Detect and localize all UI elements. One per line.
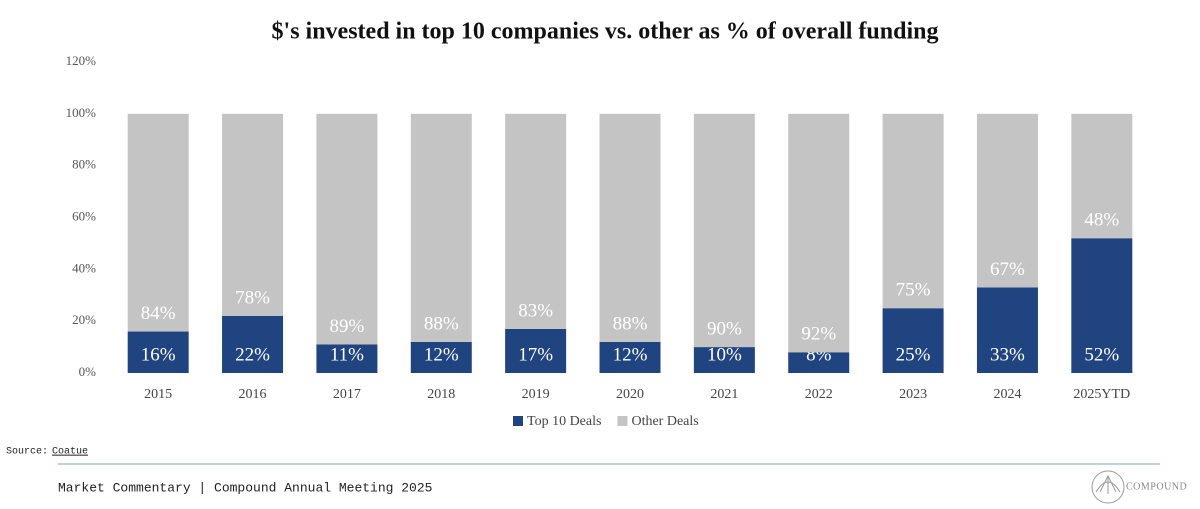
data-label: 11%	[330, 344, 364, 365]
x-tick-label: 2022	[805, 387, 833, 402]
bar-segment	[599, 341, 661, 373]
bar-segment	[788, 352, 850, 373]
data-label: 12%	[424, 344, 459, 365]
y-tick-label: 20%	[72, 312, 96, 327]
bar-segment	[599, 113, 661, 342]
data-label: 33%	[990, 344, 1025, 365]
data-label: 92%	[801, 324, 836, 345]
y-tick-label: 40%	[72, 260, 96, 275]
x-tick-label: 2017	[333, 387, 361, 402]
x-tick-label: 2025YTD	[1073, 387, 1130, 402]
bar-segment	[1071, 238, 1133, 373]
bar-segment	[788, 113, 850, 353]
y-tick-label: 60%	[72, 208, 96, 223]
bar-segment	[316, 113, 378, 345]
bar-segment	[693, 113, 755, 348]
x-tick-label: 2021	[710, 387, 738, 402]
x-tick-label: 2023	[899, 387, 927, 402]
bar-segment	[127, 331, 189, 373]
bar-segment	[410, 113, 472, 342]
x-tick-label: 2020	[616, 387, 644, 402]
data-label: 12%	[613, 344, 648, 365]
footer-text: Market Commentary | Compound Annual Meet…	[58, 480, 432, 495]
bar-segment	[882, 113, 944, 309]
bar-segment	[127, 113, 189, 332]
y-tick-label: 100%	[66, 105, 97, 120]
data-label: 78%	[235, 287, 270, 308]
data-label: 90%	[707, 318, 742, 339]
y-tick-label: 80%	[72, 157, 96, 172]
data-label: 10%	[707, 344, 742, 365]
legend-swatch	[513, 416, 523, 426]
data-label: 48%	[1084, 210, 1119, 231]
bar-segment	[222, 113, 284, 316]
y-tick-label: 120%	[66, 53, 97, 68]
data-label: 84%	[141, 303, 176, 324]
bar-segment	[222, 315, 284, 373]
bar-segment	[410, 341, 472, 373]
bar-segment	[1071, 113, 1133, 239]
x-tick-label: 2016	[239, 387, 267, 402]
source-link[interactable]: Coatue	[52, 447, 88, 458]
y-tick-label: 0%	[79, 364, 97, 379]
data-label: 75%	[896, 280, 931, 301]
x-tick-label: 2019	[522, 387, 550, 402]
data-label: 17%	[518, 344, 553, 365]
x-tick-label: 2018	[427, 387, 455, 402]
legend-label: Top 10 Deals	[527, 414, 601, 429]
legend-swatch	[617, 416, 628, 426]
data-label: 88%	[424, 313, 459, 334]
source-label: Source:	[6, 447, 48, 458]
logo: COMPOUND	[1091, 470, 1187, 504]
data-label: 16%	[141, 344, 176, 365]
bar-segment	[976, 113, 1038, 288]
legend-label: Other Deals	[631, 414, 698, 429]
data-label: 83%	[518, 300, 553, 321]
bar-segment	[693, 347, 755, 373]
x-tick-label: 2024	[993, 387, 1021, 402]
data-label: 25%	[896, 344, 931, 365]
data-label: 89%	[329, 316, 364, 337]
data-label: 67%	[990, 259, 1025, 280]
bar-segment	[505, 328, 567, 373]
data-label: 22%	[235, 344, 270, 365]
bar-segment	[882, 308, 944, 373]
logo-text: COMPOUND	[1126, 481, 1187, 492]
data-label: 88%	[613, 313, 648, 334]
bar-segment	[976, 287, 1038, 373]
bar-segment	[505, 113, 567, 329]
bar-segment	[316, 344, 378, 373]
chart-title: $'s invested in top 10 companies vs. oth…	[272, 19, 939, 45]
data-label: 52%	[1084, 344, 1119, 365]
x-tick-label: 2015	[144, 387, 172, 402]
